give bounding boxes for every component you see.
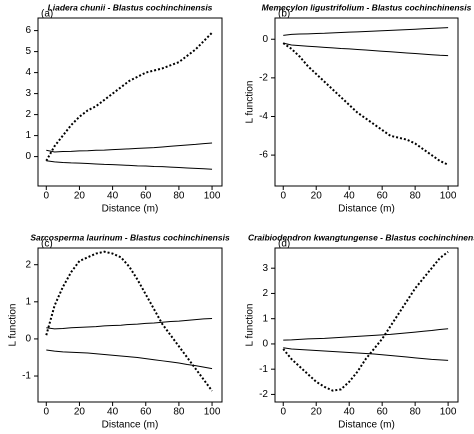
- x-tick-label: 60: [140, 407, 152, 418]
- x-tick-label: 0: [280, 407, 286, 418]
- line-series: [46, 349, 213, 370]
- plot-frame: [37, 17, 223, 187]
- panel-label: (d): [278, 239, 290, 250]
- y-tick-label: 2: [25, 259, 31, 270]
- x-tick-label: 40: [107, 191, 119, 202]
- line-series: [282, 42, 449, 166]
- plot-frame: [274, 247, 459, 403]
- x-axis-label: Distance (m): [102, 420, 159, 431]
- y-tick-label: -4: [259, 111, 268, 122]
- panel-label: (b): [278, 9, 290, 20]
- x-tick-label: 60: [140, 191, 152, 202]
- x-tick-label: 40: [344, 407, 356, 418]
- y-tick-label: 0: [25, 334, 31, 345]
- x-tick-label: 100: [204, 407, 221, 418]
- y-tick-label: 0: [25, 151, 31, 162]
- line-series: [45, 31, 213, 162]
- y-tick-label: 1: [25, 130, 31, 141]
- y-axis-label: L function: [245, 304, 256, 347]
- y-tick-label: 4: [25, 67, 31, 78]
- x-tick-label: 80: [410, 407, 422, 418]
- y-axis-label: L function: [245, 81, 256, 124]
- x-tick-label: 100: [204, 191, 221, 202]
- x-tick-label: 20: [74, 407, 86, 418]
- y-tick-label: -2: [259, 73, 268, 84]
- y-tick-label: -6: [259, 150, 268, 161]
- x-tick-label: 0: [44, 407, 50, 418]
- line-series: [283, 347, 449, 361]
- x-tick-label: 60: [377, 407, 389, 418]
- y-tick-label: -1: [22, 371, 31, 382]
- line-series: [45, 250, 213, 392]
- y-tick-label: -1: [259, 364, 268, 375]
- chart-title: Craibiodendron kwangtungense - Blastus c…: [248, 232, 474, 242]
- x-tick-label: 20: [311, 407, 323, 418]
- x-tick-label: 60: [377, 191, 389, 202]
- y-tick-label: 5: [25, 46, 31, 57]
- y-tick-label: -2: [259, 389, 268, 400]
- panel-label: (c): [41, 239, 53, 250]
- x-tick-label: 100: [440, 407, 457, 418]
- y-tick-label: 2: [262, 288, 268, 299]
- y-tick-label: 6: [25, 25, 31, 36]
- chart-title: Memecylon ligustrifolium - Blastus cochi…: [262, 2, 472, 12]
- line-series: [283, 42, 449, 57]
- line-series: [46, 160, 213, 170]
- plot-frame: [37, 247, 223, 403]
- chart-title: Sarcosperma laurinum - Blastus cochinchi…: [30, 232, 230, 242]
- y-tick-label: 3: [262, 263, 268, 274]
- x-tick-label: 0: [44, 191, 50, 202]
- x-tick-label: 40: [107, 407, 119, 418]
- line-series: [46, 318, 213, 330]
- x-tick-label: 0: [280, 191, 286, 202]
- x-tick-label: 20: [311, 191, 323, 202]
- x-tick-label: 40: [344, 191, 356, 202]
- y-tick-label: 1: [262, 313, 268, 324]
- x-tick-label: 80: [410, 191, 422, 202]
- y-tick-label: 0: [262, 34, 268, 45]
- x-axis-label: Distance (m): [338, 204, 395, 215]
- chart-title: Liadera chunii - Blastus cochinchinensis: [48, 2, 213, 12]
- x-tick-label: 20: [74, 191, 86, 202]
- panel-label: (a): [41, 9, 53, 20]
- y-tick-label: 2: [25, 109, 31, 120]
- x-axis-label: Distance (m): [102, 204, 159, 215]
- x-tick-label: 100: [440, 191, 457, 202]
- line-series: [282, 250, 449, 392]
- x-axis-label: Distance (m): [338, 420, 395, 431]
- plot-frame: [274, 17, 459, 187]
- y-axis-label: L function: [8, 304, 19, 347]
- line-series: [283, 328, 449, 341]
- line-series: [283, 27, 449, 36]
- x-tick-label: 80: [173, 191, 185, 202]
- line-series: [46, 142, 213, 153]
- x-tick-label: 80: [173, 407, 185, 418]
- y-tick-label: 0: [262, 339, 268, 350]
- y-tick-label: 1: [25, 296, 31, 307]
- y-tick-label: 3: [25, 88, 31, 99]
